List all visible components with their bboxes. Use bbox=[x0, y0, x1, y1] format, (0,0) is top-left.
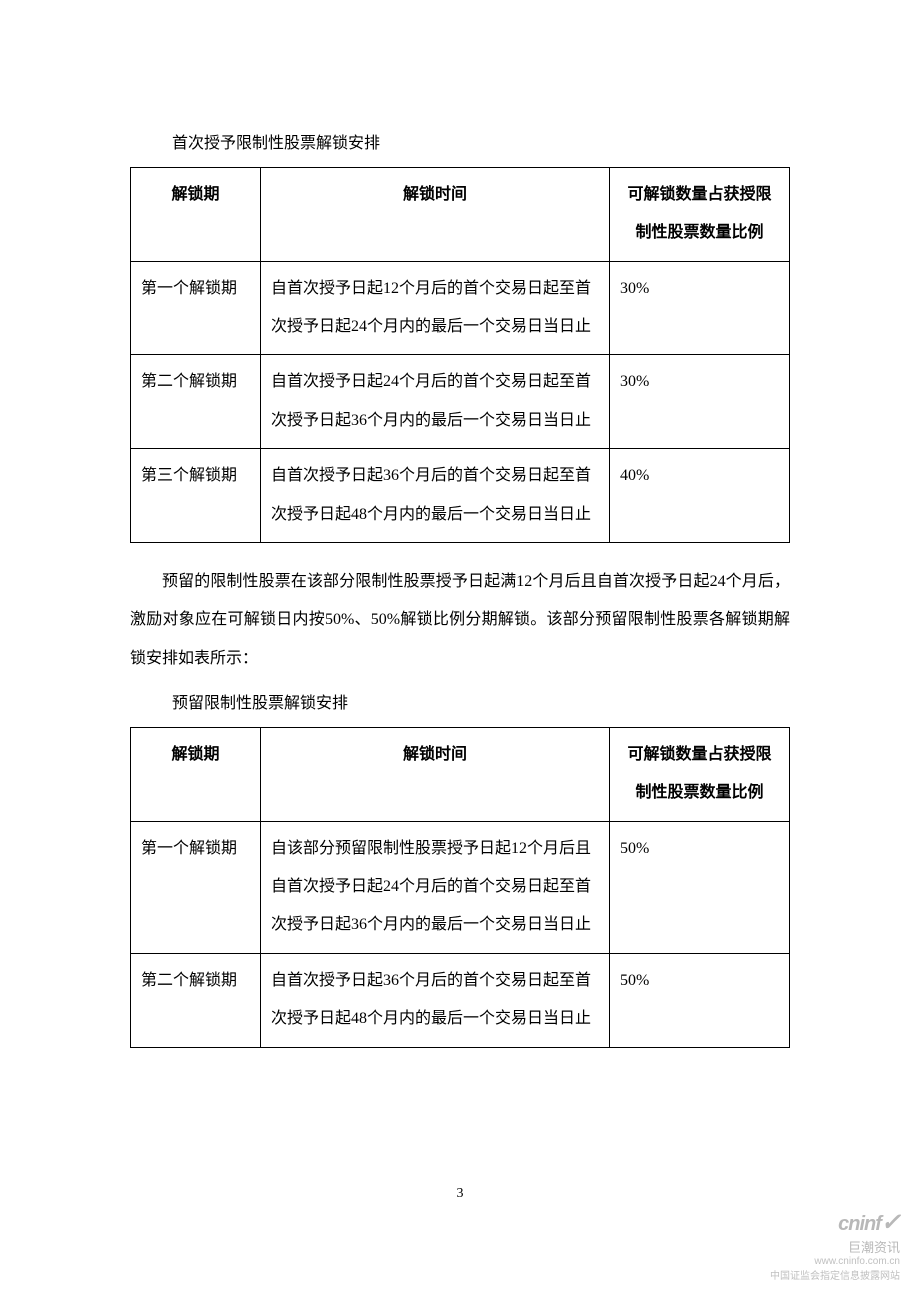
table1-title: 首次授予限制性股票解锁安排 bbox=[172, 130, 790, 159]
table2-cell-ratio: 50% bbox=[610, 953, 790, 1047]
table1-cell-ratio: 30% bbox=[610, 355, 790, 449]
table2-header-ratio: 可解锁数量占获授限制性股票数量比例 bbox=[610, 727, 790, 821]
table2: 解锁期 解锁时间 可解锁数量占获授限制性股票数量比例 第一个解锁期 自该部分预留… bbox=[130, 727, 790, 1048]
table2-cell-time: 自该部分预留限制性股票授予日起12个月后且自首次授予日起24个月后的首个交易日起… bbox=[261, 821, 610, 953]
table1-header-period: 解锁期 bbox=[131, 167, 261, 261]
table1: 解锁期 解锁时间 可解锁数量占获授限制性股票数量比例 第一个解锁期 自首次授予日… bbox=[130, 167, 790, 543]
watermark-logo: cninf✓ bbox=[770, 1208, 900, 1237]
page-number: 3 bbox=[457, 1186, 464, 1202]
watermark-url: www.cninfo.com.cn bbox=[770, 1256, 900, 1267]
watermark: cninf✓ 巨潮资讯 www.cninfo.com.cn 中国证监会指定信息披… bbox=[770, 1208, 900, 1282]
table1-cell-time: 自首次授予日起24个月后的首个交易日起至首次授予日起36个月内的最后一个交易日当… bbox=[261, 355, 610, 449]
table1-header-row: 解锁期 解锁时间 可解锁数量占获授限制性股票数量比例 bbox=[131, 167, 790, 261]
table2-header-period: 解锁期 bbox=[131, 727, 261, 821]
table1-header-ratio: 可解锁数量占获授限制性股票数量比例 bbox=[610, 167, 790, 261]
table2-header-row: 解锁期 解锁时间 可解锁数量占获授限制性股票数量比例 bbox=[131, 727, 790, 821]
table2-header-time: 解锁时间 bbox=[261, 727, 610, 821]
table2-row: 第一个解锁期 自该部分预留限制性股票授予日起12个月后且自首次授予日起24个月后… bbox=[131, 821, 790, 953]
table1-row: 第三个解锁期 自首次授予日起36个月后的首个交易日起至首次授予日起48个月内的最… bbox=[131, 449, 790, 543]
table1-cell-period: 第一个解锁期 bbox=[131, 261, 261, 355]
table1-cell-period: 第三个解锁期 bbox=[131, 449, 261, 543]
table1-cell-ratio: 30% bbox=[610, 261, 790, 355]
table1-cell-time: 自首次授予日起12个月后的首个交易日起至首次授予日起24个月内的最后一个交易日当… bbox=[261, 261, 610, 355]
table2-title: 预留限制性股票解锁安排 bbox=[172, 690, 790, 719]
table2-cell-ratio: 50% bbox=[610, 821, 790, 953]
table1-row: 第一个解锁期 自首次授予日起12个月后的首个交易日起至首次授予日起24个月内的最… bbox=[131, 261, 790, 355]
table2-cell-period: 第二个解锁期 bbox=[131, 953, 261, 1047]
paragraph1: 预留的限制性股票在该部分限制性股票授予日起满12个月后且自首次授予日起24个月后… bbox=[130, 563, 790, 678]
table2-row: 第二个解锁期 自首次授予日起36个月后的首个交易日起至首次授予日起48个月内的最… bbox=[131, 953, 790, 1047]
table1-cell-period: 第二个解锁期 bbox=[131, 355, 261, 449]
watermark-cn-name: 巨潮资讯 bbox=[770, 1237, 900, 1256]
table1-header-time: 解锁时间 bbox=[261, 167, 610, 261]
table2-cell-period: 第一个解锁期 bbox=[131, 821, 261, 953]
table1-cell-time: 自首次授予日起36个月后的首个交易日起至首次授予日起48个月内的最后一个交易日当… bbox=[261, 449, 610, 543]
table1-row: 第二个解锁期 自首次授予日起24个月后的首个交易日起至首次授予日起36个月内的最… bbox=[131, 355, 790, 449]
watermark-description: 中国证监会指定信息披露网站 bbox=[770, 1267, 900, 1282]
table1-cell-ratio: 40% bbox=[610, 449, 790, 543]
table2-cell-time: 自首次授予日起36个月后的首个交易日起至首次授予日起48个月内的最后一个交易日当… bbox=[261, 953, 610, 1047]
